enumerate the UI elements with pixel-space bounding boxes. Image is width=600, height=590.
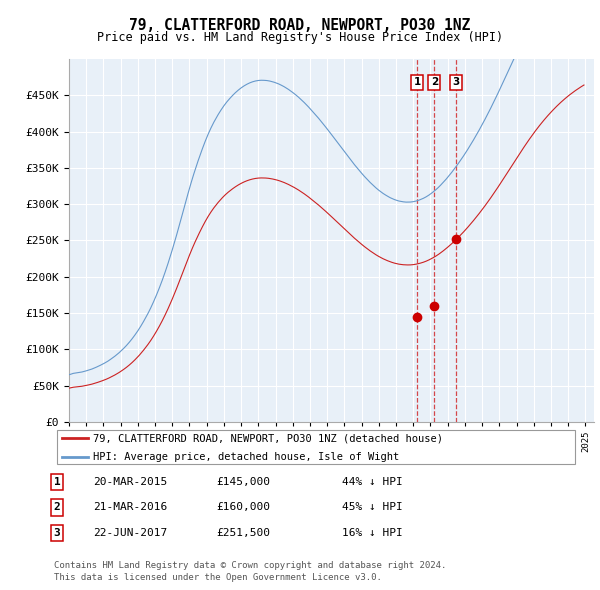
Text: HPI: Average price, detached house, Isle of Wight: HPI: Average price, detached house, Isle…	[94, 451, 400, 461]
Text: Contains HM Land Registry data © Crown copyright and database right 2024.: Contains HM Land Registry data © Crown c…	[54, 560, 446, 569]
Text: 21-MAR-2016: 21-MAR-2016	[93, 503, 167, 512]
Text: 79, CLATTERFORD ROAD, NEWPORT, PO30 1NZ (detached house): 79, CLATTERFORD ROAD, NEWPORT, PO30 1NZ …	[94, 434, 443, 444]
Text: 45% ↓ HPI: 45% ↓ HPI	[342, 503, 403, 512]
Text: 22-JUN-2017: 22-JUN-2017	[93, 528, 167, 537]
Text: 1: 1	[413, 77, 421, 87]
Text: 1: 1	[53, 477, 61, 487]
Text: 3: 3	[53, 528, 61, 537]
Text: £145,000: £145,000	[216, 477, 270, 487]
Text: £160,000: £160,000	[216, 503, 270, 512]
Text: 20-MAR-2015: 20-MAR-2015	[93, 477, 167, 487]
Text: 16% ↓ HPI: 16% ↓ HPI	[342, 528, 403, 537]
Text: Price paid vs. HM Land Registry's House Price Index (HPI): Price paid vs. HM Land Registry's House …	[97, 31, 503, 44]
Text: 2: 2	[431, 77, 438, 87]
Text: This data is licensed under the Open Government Licence v3.0.: This data is licensed under the Open Gov…	[54, 573, 382, 582]
Text: £251,500: £251,500	[216, 528, 270, 537]
FancyBboxPatch shape	[56, 430, 575, 464]
Text: 2: 2	[53, 503, 61, 512]
Text: 79, CLATTERFORD ROAD, NEWPORT, PO30 1NZ: 79, CLATTERFORD ROAD, NEWPORT, PO30 1NZ	[130, 18, 470, 32]
Text: 44% ↓ HPI: 44% ↓ HPI	[342, 477, 403, 487]
Text: 3: 3	[452, 77, 460, 87]
